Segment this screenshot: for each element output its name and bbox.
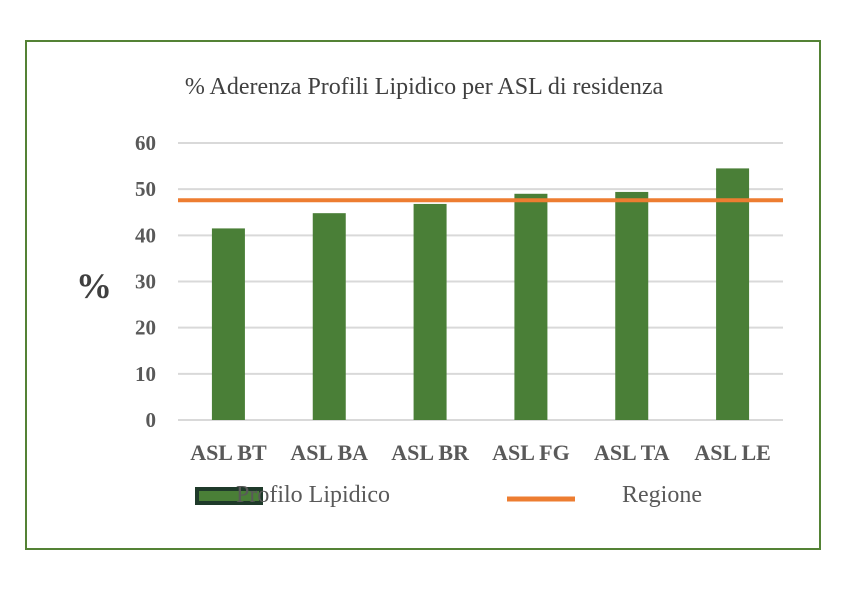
bars — [211, 168, 750, 420]
x-tick-label: ASL FG — [492, 440, 570, 465]
legend-bar-label: Profilo Lipidico — [236, 482, 390, 508]
y-tick-label: 30 — [135, 270, 156, 294]
x-tick-label: ASL LE — [694, 440, 770, 465]
y-axis-label: % — [76, 266, 112, 306]
bar — [615, 191, 649, 420]
y-tick-label: 10 — [135, 362, 156, 386]
gridlines — [178, 142, 783, 421]
chart-title: % Aderenza Profili Lipidico per ASL di r… — [185, 74, 664, 100]
x-tick-labels: ASL BT ASL BA ASL BR ASL FG ASL TA ASL LE — [190, 440, 771, 465]
y-tick-label: 60 — [135, 131, 156, 155]
bar — [312, 213, 346, 420]
x-tick-label: ASL BR — [391, 440, 470, 465]
bar — [514, 193, 548, 420]
bar — [413, 203, 447, 420]
x-tick-label: ASL BA — [290, 440, 368, 465]
legend: Profilo Lipidico Regione — [195, 482, 702, 508]
y-tick-label: 40 — [135, 223, 156, 247]
y-tick-label: 20 — [135, 316, 156, 340]
y-tick-label: 0 — [146, 408, 157, 432]
x-tick-label: ASL BT — [190, 440, 267, 465]
bar — [716, 168, 750, 420]
bar — [211, 228, 245, 420]
x-tick-label: ASL TA — [594, 440, 670, 465]
y-tick-label: 50 — [135, 177, 156, 201]
legend-line-label: Regione — [622, 482, 702, 508]
y-tick-labels: 0 10 20 30 40 50 60 — [135, 131, 156, 432]
legend-bar-swatch — [195, 487, 263, 505]
